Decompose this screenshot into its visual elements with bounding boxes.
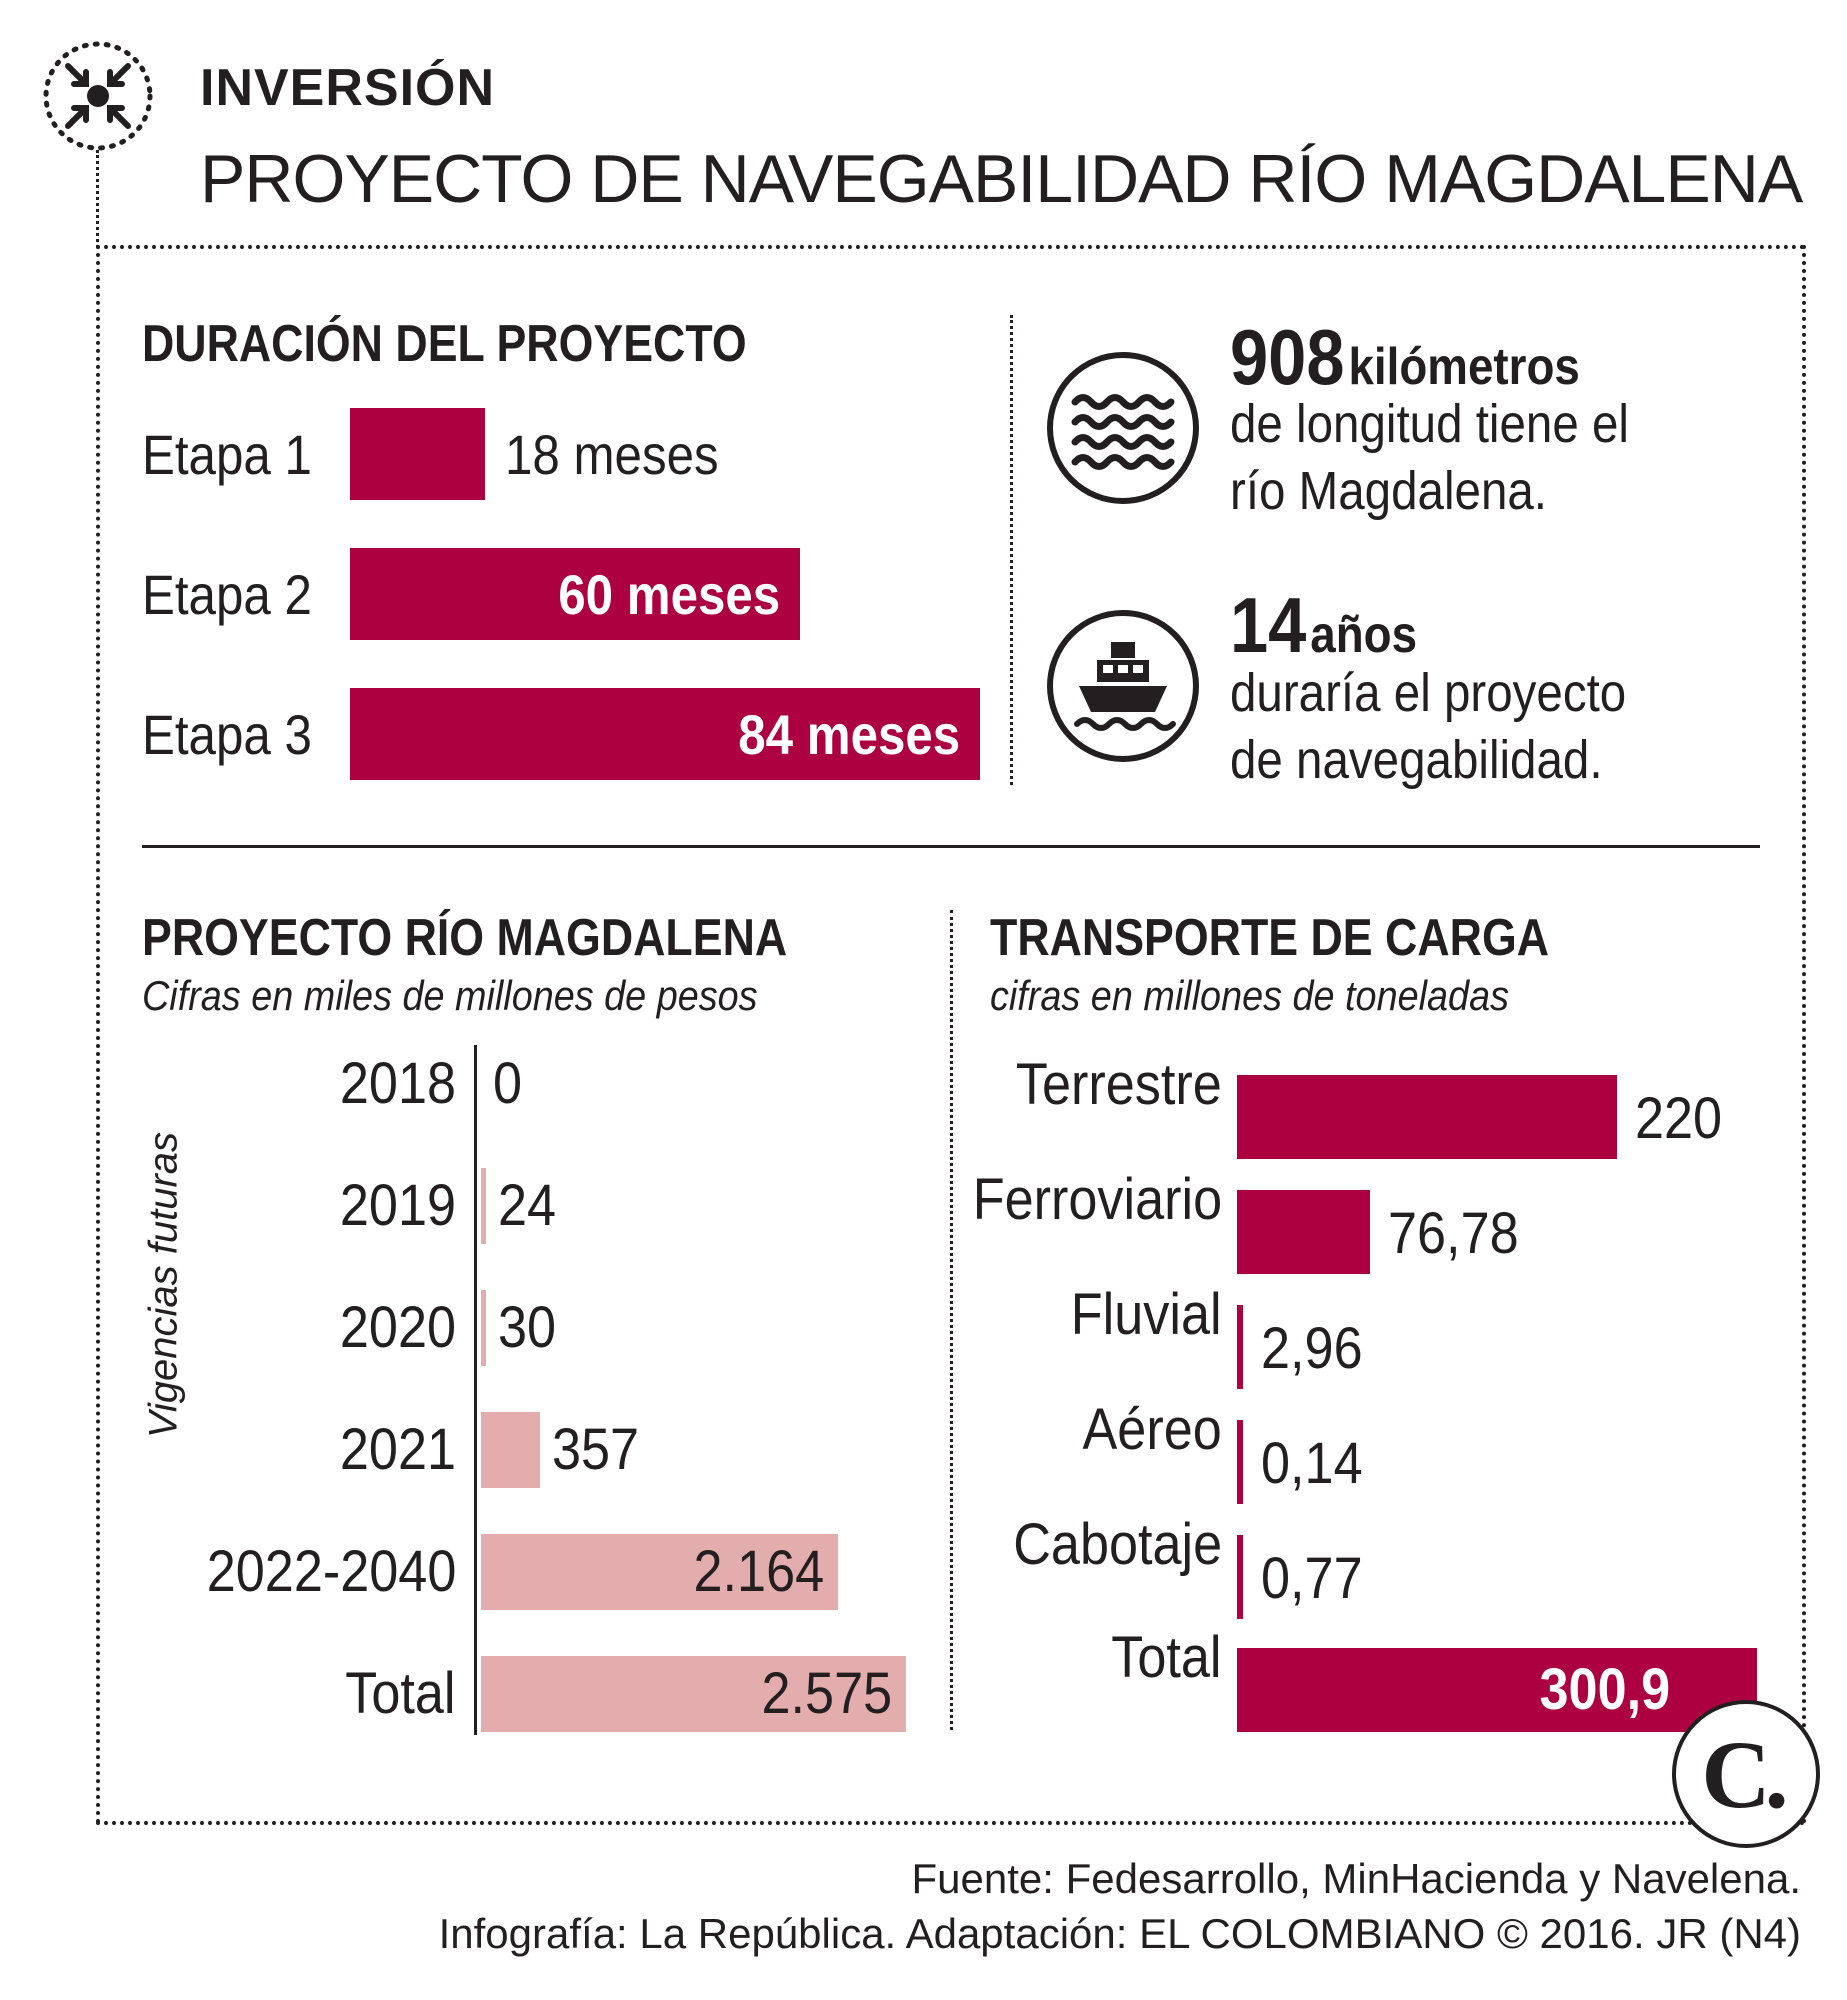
fact-years: 14 años xyxy=(1230,580,1417,671)
duracion-bar xyxy=(350,408,485,500)
transporte-category-label: Cabotaje xyxy=(1013,1512,1222,1577)
proyecto-bar xyxy=(481,1168,486,1244)
transporte-value-label: 76,78 xyxy=(1387,1201,1519,1266)
transporte-bar xyxy=(1237,1075,1617,1159)
transporte-category-label: Fluvial xyxy=(1071,1282,1222,1347)
proyecto-value-label: 2.575 xyxy=(761,1661,892,1726)
transporte-bar xyxy=(1237,1420,1243,1504)
duracion-stage-label: Etapa 1 xyxy=(142,423,312,486)
transporte-bar xyxy=(1237,1535,1243,1619)
proyecto-value-label: 2.164 xyxy=(693,1539,825,1604)
logo-letter: C. xyxy=(1701,1720,1788,1828)
fact-years-unit: años xyxy=(1310,606,1418,664)
kicker: INVERSIÓN xyxy=(200,59,496,117)
duracion-stage-label: Etapa 2 xyxy=(142,563,312,626)
transporte-bar xyxy=(1237,1648,1757,1732)
divider-bottom xyxy=(950,910,953,1730)
duracion-stage-label: Etapa 3 xyxy=(142,703,312,766)
transporte-category-label: Ferroviario xyxy=(972,1167,1222,1232)
proyecto-value-label: 24 xyxy=(498,1173,557,1238)
proyecto-value-label: 357 xyxy=(551,1417,640,1482)
proyecto-bar xyxy=(481,1656,906,1732)
content-frame xyxy=(96,245,1806,1825)
section-divider xyxy=(142,845,1760,848)
duracion-value-label: 18 meses xyxy=(505,423,719,486)
transporte-value-label: 0,14 xyxy=(1261,1431,1363,1496)
fact-years-line2: de navegabilidad. xyxy=(1230,730,1603,790)
fact-years-number: 14 xyxy=(1230,581,1307,669)
duracion-value-label: 84 meses xyxy=(738,703,960,766)
inversion-icon xyxy=(43,41,153,151)
proyecto-bar xyxy=(481,1534,839,1610)
duracion-value-label: 60 meses xyxy=(558,563,780,626)
transporte-value-label: 2,96 xyxy=(1261,1316,1363,1381)
fact-km-number: 908 xyxy=(1230,313,1345,401)
proyecto-bar xyxy=(481,1412,540,1488)
proyecto-value-label: 30 xyxy=(498,1295,557,1360)
header-connector xyxy=(96,150,99,248)
transporte-value-label: 220 xyxy=(1635,1086,1723,1151)
fact-years-line1: duraría el proyecto xyxy=(1230,663,1627,723)
proyecto-category-label: 2022-2040 xyxy=(206,1539,456,1604)
duracion-bar xyxy=(350,688,980,780)
fact-km-line2: río Magdalena. xyxy=(1230,461,1548,521)
footer-credit: Infografía: La República. Adaptación: EL… xyxy=(438,1910,1801,1957)
ship-icon xyxy=(1047,610,1199,762)
transporte-title: TRANSPORTE DE CARGA xyxy=(990,909,1550,967)
proyecto-axis-line xyxy=(474,1045,477,1735)
proyecto-subtitle: Cifras en miles de millones de pesos xyxy=(142,972,758,1019)
divider-top xyxy=(1010,315,1013,785)
proyecto-axis-label: Vigencias futuras xyxy=(141,1131,186,1439)
proyecto-category-label: 2018 xyxy=(339,1051,456,1116)
transporte-subtitle: cifras en millones de toneladas xyxy=(990,972,1510,1019)
footer-source: Fuente: Fedesarrollo, MinHacienda y Nave… xyxy=(911,1855,1801,1902)
duracion-title: DURACIÓN DEL PROYECTO xyxy=(142,315,747,373)
proyecto-category-label: 2020 xyxy=(339,1295,456,1360)
duracion-bar xyxy=(350,548,800,640)
fact-km: 908 kilómetros xyxy=(1230,312,1580,403)
fact-km-unit: kilómetros xyxy=(1348,338,1580,396)
waves-icon xyxy=(1047,352,1199,504)
transporte-value-label: 300,9 xyxy=(1539,1657,1670,1722)
page-title: PROYECTO DE NAVEGABILIDAD RÍO MAGDALENA xyxy=(200,141,1803,217)
transporte-category-label: Terrestre xyxy=(1016,1052,1222,1117)
proyecto-category-label: 2021 xyxy=(339,1417,456,1482)
proyecto-value-label: 0 xyxy=(493,1051,523,1116)
fact-km-line1: de longitud tiene el xyxy=(1230,394,1629,454)
proyecto-category-label: Total xyxy=(345,1661,456,1726)
proyecto-bar xyxy=(481,1290,486,1366)
transporte-bar xyxy=(1237,1190,1370,1274)
el-colombiano-logo: C. xyxy=(1672,1700,1820,1848)
transporte-category-label: Total xyxy=(1111,1625,1222,1690)
proyecto-category-label: 2019 xyxy=(339,1173,456,1238)
transporte-category-label: Aéreo xyxy=(1082,1397,1222,1462)
transporte-bar xyxy=(1237,1305,1243,1389)
proyecto-title: PROYECTO RÍO MAGDALENA xyxy=(142,909,788,967)
transporte-value-label: 0,77 xyxy=(1261,1546,1363,1611)
